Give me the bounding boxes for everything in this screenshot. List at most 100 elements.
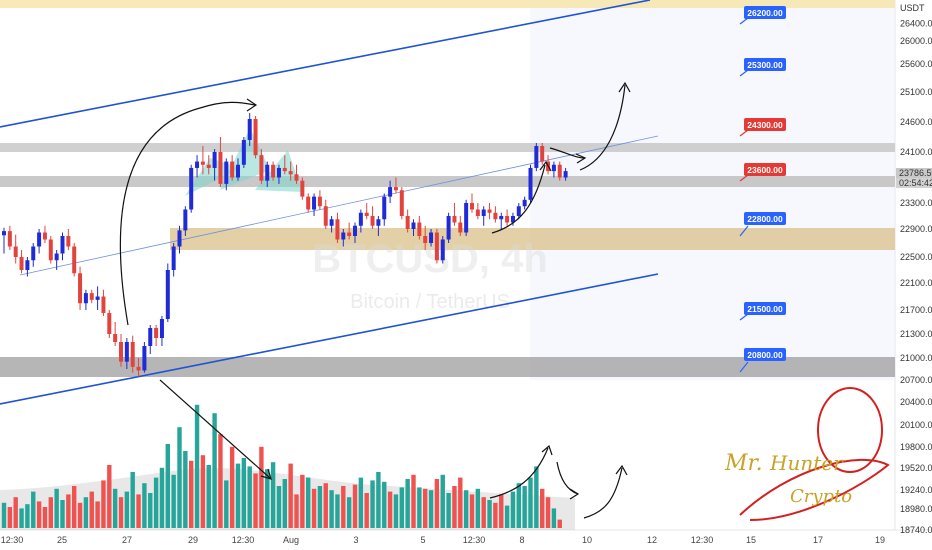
- candle-body: [66, 236, 71, 247]
- candle: [13, 234, 18, 264]
- candle: [475, 203, 480, 220]
- level-tag-6-text: 20800.00: [747, 350, 783, 360]
- candle: [440, 236, 445, 264]
- volume-bar: [458, 477, 463, 528]
- volume-bar: [557, 519, 562, 528]
- level-tag-6[interactable]: 20800.00: [739, 348, 786, 373]
- arrow-breakout-head: [618, 81, 631, 93]
- volume-bar: [540, 488, 545, 528]
- candle-body: [557, 164, 562, 178]
- price-tick-label: 22100.00: [900, 278, 932, 288]
- countdown-value: 02:54:42: [899, 178, 932, 188]
- candle-body: [347, 232, 352, 236]
- candle: [2, 227, 6, 254]
- candle-body: [136, 366, 141, 371]
- candle-body: [212, 152, 217, 168]
- candle: [522, 196, 527, 210]
- candle: [417, 216, 422, 240]
- volume-bar: [13, 497, 18, 528]
- candle-body: [31, 246, 36, 261]
- candle-body: [224, 161, 229, 184]
- candle-body: [189, 167, 194, 210]
- arrow-rally-curve: [119, 101, 256, 326]
- volume-bar: [434, 479, 440, 528]
- time-tick-label: 17: [813, 535, 823, 545]
- candle: [487, 203, 492, 220]
- level-tag-1[interactable]: 25300.00: [739, 58, 786, 77]
- candle-body: [95, 296, 100, 300]
- volume-bar: [417, 487, 422, 528]
- time-tick-label: 12:30: [1, 535, 24, 545]
- candle-body: [493, 212, 498, 220]
- arrow-rally-head: [246, 98, 258, 112]
- volume-bar: [335, 494, 340, 528]
- volume-bar: [159, 467, 165, 528]
- price-tick-label: 20400.00: [900, 397, 932, 407]
- price-tick-label: 24600.00: [900, 117, 932, 127]
- volume-bar: [516, 483, 521, 528]
- candle-body: [388, 187, 393, 197]
- level-tag-2[interactable]: 24300.00: [739, 118, 786, 137]
- volume-bar: [423, 488, 428, 528]
- volume-bar: [241, 458, 247, 528]
- volume-bar: [499, 494, 504, 528]
- candle-body: [13, 246, 18, 257]
- level-tag-0-text: 26200.00: [747, 8, 783, 18]
- candle: [393, 177, 398, 194]
- candle: [399, 187, 404, 220]
- level-tag-4[interactable]: 22800.00: [739, 212, 786, 237]
- volume-bar: [142, 483, 147, 528]
- time-tick-label: 12:30: [691, 535, 714, 545]
- volume-bar: [136, 494, 141, 528]
- candle: [464, 199, 469, 236]
- volume-bar: [189, 460, 194, 528]
- candle-body: [154, 328, 159, 338]
- logo-ring: [817, 387, 883, 473]
- price-tick-label: 21700.00: [900, 305, 932, 315]
- candle: [42, 225, 47, 243]
- arrow-volume-next-curve: [583, 467, 623, 519]
- candle-body: [329, 219, 334, 226]
- candle-body: [522, 199, 527, 207]
- volume-bar: [89, 491, 94, 528]
- logo-text-mr: Mr.: [724, 451, 763, 476]
- volume-bar: [265, 469, 270, 528]
- candle: [113, 322, 118, 346]
- volume-bar: [235, 463, 241, 528]
- candle-body: [42, 232, 47, 240]
- candle: [136, 358, 141, 377]
- arrow-bounce-head: [575, 153, 587, 164]
- level-tag-3[interactable]: 23600.00: [739, 163, 786, 182]
- countdown-tag: [896, 178, 932, 188]
- candle-body: [78, 273, 83, 304]
- candle: [312, 193, 317, 216]
- level-tag-5[interactable]: 21500.00: [739, 302, 786, 321]
- volume-bar: [66, 494, 71, 528]
- volume-bar: [551, 508, 557, 528]
- candle-body: [505, 216, 510, 223]
- resistance-zone-24300: [0, 143, 895, 152]
- time-tick-label: 29: [188, 535, 198, 545]
- candle: [83, 289, 88, 310]
- candle-body: [470, 203, 474, 210]
- candle-body: [353, 225, 357, 236]
- candle: [37, 229, 42, 254]
- candle-body: [206, 164, 211, 168]
- level-tag-0[interactable]: 26200.00: [739, 6, 786, 25]
- time-tick-label: 3: [353, 535, 358, 545]
- arrow-breakout-curve: [579, 84, 626, 171]
- watermark-name: Bitcoin / TetherUS: [350, 291, 510, 313]
- volume-bar: [352, 484, 358, 528]
- candle-body: [107, 313, 112, 334]
- candle: [189, 164, 194, 213]
- volume-bar: [60, 500, 65, 528]
- volume-bar: [405, 479, 410, 528]
- candle-body: [130, 342, 135, 367]
- candle: [265, 161, 270, 188]
- price-tick-label: 19520.00: [900, 463, 932, 473]
- candle: [148, 325, 153, 354]
- volume-bar: [493, 502, 498, 528]
- arrow-recent-curve: [491, 164, 546, 234]
- volume-bar: [54, 488, 59, 528]
